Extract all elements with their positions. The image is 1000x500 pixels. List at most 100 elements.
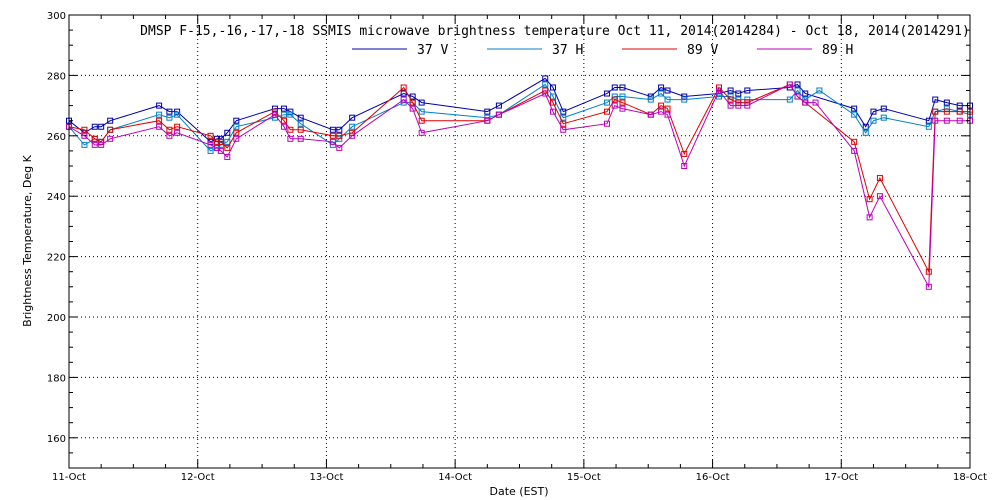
- data-point: [297, 120, 304, 127]
- x-tick-label: 11-Oct: [52, 472, 86, 483]
- data-point: [744, 87, 751, 94]
- data-point: [658, 90, 665, 97]
- data-point: [943, 108, 950, 115]
- data-point: [716, 87, 723, 94]
- data-point: [400, 90, 407, 97]
- data-point: [658, 102, 665, 109]
- data-point: [727, 96, 734, 103]
- data-point: [400, 96, 407, 103]
- data-point: [664, 105, 671, 112]
- data-point: [681, 93, 688, 100]
- data-point: [207, 138, 214, 145]
- data-point: [870, 117, 877, 124]
- data-point: [658, 108, 665, 115]
- data-point: [744, 102, 751, 109]
- data-point: [604, 99, 611, 106]
- data-point: [943, 117, 950, 124]
- data-point: [647, 111, 654, 118]
- data-point: [400, 84, 407, 91]
- data-point: [851, 147, 858, 154]
- data-point: [98, 123, 105, 130]
- plot-area: [66, 75, 973, 290]
- x-axis: 11-Oct 12-Oct 13-Oct 14-Oct 15-Oct 16-Oct 17-O…: [52, 15, 987, 483]
- data-point: [794, 81, 801, 88]
- data-point: [287, 135, 294, 142]
- data-point: [735, 99, 742, 106]
- data-point: [956, 108, 963, 115]
- data-point: [271, 111, 278, 118]
- series-89-v: [66, 81, 973, 275]
- data-point: [166, 114, 173, 121]
- x-tick-label: 16-Oct: [696, 472, 730, 483]
- y-tick-label: 280: [47, 71, 66, 82]
- data-point: [174, 129, 181, 136]
- data-point: [297, 126, 304, 133]
- x-tick-label: 15-Oct: [567, 472, 601, 483]
- data-point: [81, 126, 88, 133]
- data-point: [802, 99, 809, 106]
- data-point: [735, 96, 742, 103]
- y-axis-label: Brightness Temperature, Deg K: [21, 154, 34, 326]
- data-point: [207, 132, 214, 139]
- data-point: [727, 87, 734, 94]
- data-point: [932, 117, 939, 124]
- data-point: [495, 111, 502, 118]
- data-point: [224, 153, 231, 160]
- data-point: [880, 105, 887, 112]
- grid: [69, 15, 970, 468]
- data-point: [166, 132, 173, 139]
- x-tick-label: 13-Oct: [309, 472, 343, 483]
- data-point: [409, 105, 416, 112]
- data-point: [224, 138, 231, 145]
- data-point: [418, 117, 425, 124]
- data-point: [217, 138, 224, 145]
- series-line: [68, 83, 971, 152]
- data-point: [297, 114, 304, 121]
- data-point: [611, 96, 618, 103]
- data-point: [794, 93, 801, 100]
- series-line: [68, 83, 970, 274]
- data-point: [862, 129, 869, 136]
- y-axis: 160 180 200 220 240 260 280 300: [47, 11, 970, 469]
- data-point: [932, 96, 939, 103]
- data-point: [681, 96, 688, 103]
- data-point: [233, 123, 240, 130]
- data-point: [336, 132, 343, 139]
- x-axis-label: Date (EST): [489, 485, 548, 498]
- data-point: [409, 93, 416, 100]
- data-point: [851, 111, 858, 118]
- data-point: [107, 135, 114, 142]
- data-point: [604, 90, 611, 97]
- data-point: [91, 123, 98, 130]
- data-point: [681, 150, 688, 157]
- data-point: [174, 111, 181, 118]
- y-tick-label: 260: [47, 132, 66, 143]
- data-point: [409, 99, 416, 106]
- data-point: [418, 108, 425, 115]
- data-point: [851, 138, 858, 145]
- legend-label: 89 H: [822, 43, 853, 58]
- data-point: [166, 126, 173, 133]
- data-point: [876, 193, 883, 200]
- data-point: [851, 105, 858, 112]
- data-point: [611, 84, 618, 91]
- data-point: [336, 135, 343, 142]
- data-point: [91, 135, 98, 142]
- data-point: [280, 123, 287, 130]
- x-tick-label: 17-Oct: [824, 472, 858, 483]
- data-point: [549, 84, 556, 91]
- data-point: [560, 120, 567, 127]
- data-point: [866, 196, 873, 203]
- data-point: [542, 90, 549, 97]
- data-point: [664, 111, 671, 118]
- data-point: [329, 138, 336, 145]
- data-point: [604, 120, 611, 127]
- data-point: [932, 108, 939, 115]
- data-point: [156, 123, 163, 130]
- data-point: [207, 147, 214, 154]
- series-89-h: [66, 81, 973, 290]
- y-tick-label: 200: [47, 313, 66, 324]
- series-line: [68, 83, 970, 289]
- data-point: [156, 102, 163, 109]
- data-point: [156, 111, 163, 118]
